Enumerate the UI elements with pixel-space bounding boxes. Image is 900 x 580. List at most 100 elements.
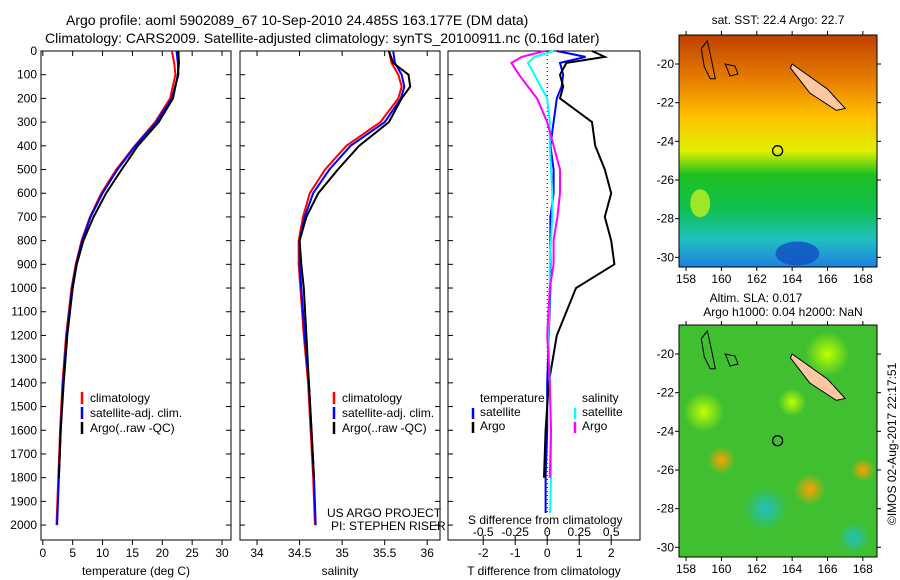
series-line-s-argo — [509, 50, 561, 478]
sla-anomaly — [707, 446, 736, 475]
legend-label: climatology — [342, 391, 402, 405]
y-tick-label: 1000 — [10, 281, 37, 295]
title-line-2: Climatology: CARS2009. Satellite-adjuste… — [45, 30, 600, 46]
lat-tick-label: -20 — [657, 347, 675, 361]
series-line-argo-raw-qc- — [57, 50, 181, 478]
sst-map-title: sat. SST: 22.4 Argo: 22.7 — [712, 13, 845, 27]
lat-tick-label: -20 — [657, 57, 675, 71]
y-tick-label: 1800 — [10, 471, 37, 485]
x-axis-label: temperature (deg C) — [82, 564, 190, 578]
lon-tick-label: 158 — [676, 272, 696, 286]
new-caledonia-land — [789, 63, 847, 111]
sla-map-panel: 158 160 162 164 166 168 -20 -22 -24 -26 -28 -30 Alti… — [657, 291, 881, 576]
cold-patch — [775, 241, 820, 266]
s-x-tick-label: -0.25 — [502, 525, 530, 539]
x-tick-label: 25 — [185, 546, 199, 560]
sla-anomaly — [850, 458, 875, 482]
x-axis-label: T difference from climatology — [467, 564, 621, 578]
y-tick-label: 1700 — [10, 447, 37, 461]
legend-label: Argo — [480, 419, 506, 433]
y-tick-label: 500 — [17, 163, 37, 177]
lon-tick-label: 158 — [676, 562, 696, 576]
series-line-argo-raw-qc- — [298, 50, 412, 478]
lon-tick-label: 168 — [853, 562, 873, 576]
lon-tick-label: 164 — [782, 562, 802, 576]
x-tick-label: 34 — [250, 546, 264, 560]
map-frame — [678, 34, 878, 268]
timestamp-stamp: ©IMOS 02-Aug-2017 22:17:51 — [885, 362, 899, 525]
y-tick-label: 900 — [17, 257, 37, 271]
x-tick-label: 10 — [96, 546, 110, 560]
legend-label: satellite-adj. clim. — [342, 406, 434, 420]
lon-tick-label: 166 — [817, 272, 837, 286]
reef-contour — [724, 353, 739, 367]
sla-anomaly — [778, 388, 807, 417]
sla-anomaly — [793, 473, 826, 506]
lat-tick-label: -28 — [657, 502, 675, 516]
x-tick-label: 2 — [608, 546, 615, 560]
lon-tick-label: 160 — [711, 562, 731, 576]
y-tick-label: 1600 — [10, 423, 37, 437]
series-line-t-argo — [543, 50, 616, 478]
lat-tick-label: -24 — [657, 134, 675, 148]
s-x-tick-label: 0.5 — [603, 525, 620, 539]
lon-tick-label: 168 — [853, 272, 873, 286]
y-tick-label: 400 — [17, 139, 37, 153]
lon-tick-label: 162 — [747, 562, 767, 576]
legend-label: Argo(..raw -QC) — [90, 421, 175, 435]
lon-tick-label: 166 — [817, 562, 837, 576]
lat-tick-label: -30 — [657, 540, 675, 554]
warm-patch — [690, 189, 711, 218]
sla-map-title: Altim. SLA: 0.017 — [710, 291, 803, 305]
sst-map-panel: 158 160 162 164 166 168 -20 -22 -24 -26 -28 -30 sat.… — [657, 13, 881, 286]
sla-anomaly — [838, 521, 871, 554]
lat-tick-label: -28 — [657, 212, 675, 226]
y-tick-label: 1300 — [10, 352, 37, 366]
sla-map-subtitle: Argo h1000: 0.04 h2000: NaN — [703, 305, 862, 319]
x-tick-label: 0 — [39, 546, 46, 560]
legend-label: satellite — [582, 405, 623, 419]
s-x-tick-label: 0.25 — [568, 525, 592, 539]
legend-label: temperature — [480, 391, 545, 405]
x-tick-label: 34.5 — [288, 546, 312, 560]
lat-tick-label: -26 — [657, 173, 675, 187]
new-caledonia-land — [789, 353, 847, 401]
s-diff-xlabel: S difference from climatology — [468, 513, 623, 527]
lat-tick-label: -22 — [657, 386, 675, 400]
x-tick-label: 0 — [544, 546, 551, 560]
legend-label: satellite-adj. clim. — [90, 406, 182, 420]
lon-tick-label: 164 — [782, 272, 802, 286]
x-tick-label: 35 — [335, 546, 349, 560]
argo-position-marker — [771, 435, 784, 447]
plot-frame — [40, 50, 232, 541]
title-line-1: Argo profile: aoml 5902089_67 10-Sep-201… — [66, 12, 529, 28]
x-tick-label: 1 — [576, 546, 583, 560]
lat-tick-label: -24 — [657, 424, 675, 438]
plot-frame — [239, 50, 441, 541]
salinity-panel: 34 34.5 35 35.5 36 salinity climatologysatelli… — [239, 50, 441, 578]
y-tick-label: 600 — [17, 186, 37, 200]
sla-anomaly — [805, 332, 850, 376]
x-axis-label: salinity — [322, 564, 359, 578]
sla-anomaly — [683, 392, 724, 432]
x-tick-label: 20 — [156, 546, 170, 560]
argo-position-marker — [771, 145, 784, 157]
y-tick-label: 0 — [30, 44, 37, 58]
lon-tick-label: 162 — [747, 272, 767, 286]
x-tick-label: -2 — [478, 546, 489, 560]
x-tick-label: 5 — [69, 546, 76, 560]
y-tick-label: 800 — [17, 234, 37, 248]
difference-panel: -2 -1 0 1 2 T difference from climatology -0.5… — [447, 50, 641, 578]
s-x-tick-label: 0 — [544, 525, 551, 539]
sst-field — [679, 35, 877, 267]
y-tick-label: 1500 — [10, 400, 37, 414]
y-tick-label: 1900 — [10, 494, 37, 508]
legend-label: salinity — [582, 391, 619, 405]
reef-contour — [700, 329, 716, 370]
series-line-t-satellite — [544, 50, 586, 526]
y-tick-label: 700 — [17, 210, 37, 224]
x-tick-label: -1 — [510, 546, 521, 560]
y-tick-label: 1100 — [11, 305, 37, 319]
y-tick-label: 1200 — [10, 328, 37, 342]
